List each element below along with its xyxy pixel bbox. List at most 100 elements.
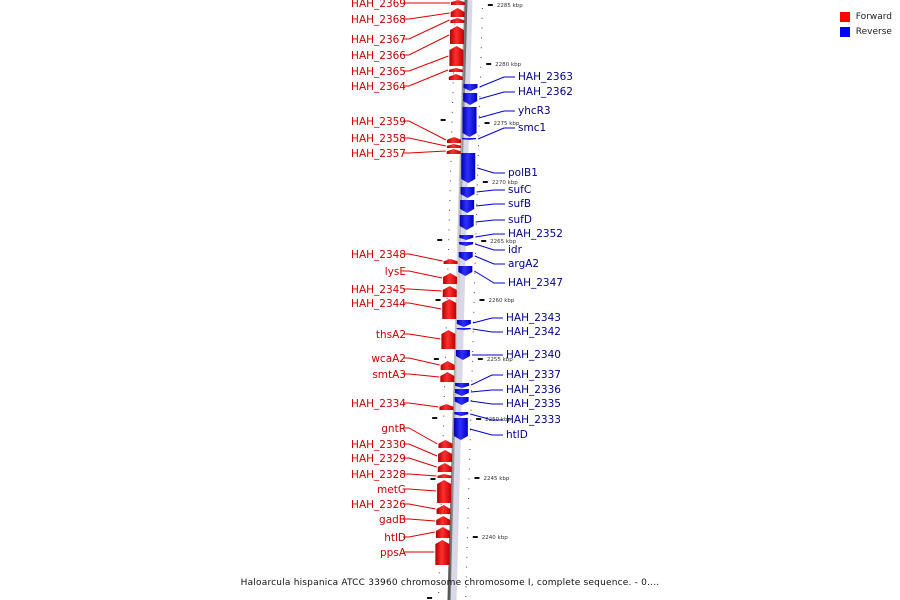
legend: Forward Reverse [839, 9, 892, 39]
legend-reverse-label: Reverse [855, 26, 892, 37]
label-leaders [403, 2, 515, 553]
forward-gene-label: HAH_2357 [351, 148, 406, 160]
bp-dot [466, 566, 468, 568]
reverse-gene [456, 328, 471, 330]
bp-dot [438, 592, 440, 593]
reverse-gene [456, 320, 471, 327]
bp-dot [481, 8, 483, 9]
reverse-gene-label: HAH_2337 [506, 369, 561, 381]
kbp-tick-mark [476, 418, 482, 420]
forward-leader [403, 373, 440, 378]
bp-dot [467, 507, 469, 509]
bp-dot [452, 82, 454, 84]
forward-leader [403, 357, 440, 366]
reverse-gene [455, 383, 470, 388]
kbp-tick-mark [479, 299, 485, 301]
bp-dot [468, 498, 470, 499]
forward-gene [443, 273, 458, 284]
reverse-gene-label: HAH_2352 [508, 228, 563, 240]
forward-gene [439, 404, 454, 410]
kbp-tick-mark [482, 181, 488, 183]
bp-dot [469, 429, 471, 431]
reverse-gene-label: yhcR3 [518, 105, 551, 117]
forward-leader [403, 443, 438, 457]
bp-dot [468, 478, 470, 480]
forward-leader [403, 531, 436, 538]
bp-dot [467, 517, 469, 519]
bp-dot [450, 160, 452, 162]
bp-dot [479, 76, 481, 78]
forward-gene [435, 540, 450, 565]
bp-dot [445, 327, 447, 329]
forward-gene-label: HAH_2368 [351, 14, 406, 26]
forward-gene [446, 144, 461, 148]
reverse-gene-label: smc1 [518, 122, 546, 134]
bp-dot [469, 458, 471, 460]
bp-dot [471, 370, 473, 372]
bp-dot [476, 184, 478, 186]
forward-leader [403, 120, 447, 141]
reverse-gene [454, 397, 469, 405]
map-caption: Haloarcula hispanica ATCC 33960 chromoso… [240, 578, 660, 588]
reverse-gene-label: HAH_2347 [508, 277, 563, 289]
bp-dot [449, 209, 451, 211]
reverse-gene [460, 187, 475, 198]
forward-gene [436, 516, 451, 525]
forward-gene [450, 0, 465, 5]
forward-leader [403, 427, 438, 445]
bp-dot [480, 66, 482, 68]
forward-gene [435, 527, 450, 538]
forward-leader [403, 69, 449, 87]
forward-gene-label: HAH_2367 [351, 34, 406, 46]
forward-gene [440, 372, 455, 382]
forward-gene-label: HAH_2334 [351, 398, 406, 410]
reverse-gene-label: HAH_2362 [518, 86, 573, 98]
bp-dot [466, 537, 468, 539]
reverse-gene [455, 350, 470, 360]
kbp-tick-label: 2260 kbp [489, 298, 515, 304]
kbp-tick-mark [474, 477, 480, 479]
bp-dot [468, 488, 470, 490]
bp-dot [480, 47, 482, 49]
reverse-leader [470, 400, 503, 405]
reverse-leader [477, 167, 505, 174]
forward-gene-label: HAH_2359 [351, 116, 406, 128]
bp-dot [454, 23, 456, 25]
bp-dot [444, 386, 446, 388]
kbp-tick-mark [472, 536, 478, 538]
kbp-tick-mark [484, 122, 490, 124]
bp-dot [475, 233, 477, 235]
bp-dot [473, 311, 475, 313]
reverse-gene-label: htlD [506, 429, 528, 441]
minor-tick [433, 358, 439, 360]
bp-dot [477, 174, 479, 176]
forward-gene-label: gntR [381, 423, 406, 435]
bp-dot [452, 72, 454, 74]
bp-dot [471, 360, 473, 362]
forward-gene-label: HAH_2358 [351, 133, 406, 145]
gene-features [435, 0, 478, 565]
reverse-leader [477, 127, 515, 140]
bp-dot [449, 180, 451, 182]
forward-gene-label: htlD [384, 532, 406, 544]
bp-dot [472, 351, 474, 352]
bp-dot [451, 121, 453, 123]
minor-tick [432, 417, 438, 419]
reverse-leader [470, 374, 503, 386]
reverse-leader [479, 91, 515, 100]
bp-dot [480, 57, 482, 58]
reverse-leader [474, 243, 505, 251]
forward-leader [403, 253, 443, 262]
forward-leader [403, 137, 446, 147]
legend-forward-label: Forward [855, 11, 892, 22]
bp-dot [473, 321, 475, 323]
bp-dot [470, 409, 472, 411]
kbp-tick-mark [486, 63, 492, 65]
bp-dot [449, 200, 451, 201]
reverse-gene-label: sufB [508, 198, 531, 210]
reverse-leader [476, 189, 505, 193]
bp-dot [448, 229, 450, 231]
bp-dot [479, 106, 481, 107]
legend-forward-swatch [839, 11, 850, 22]
forward-gene [448, 74, 463, 80]
